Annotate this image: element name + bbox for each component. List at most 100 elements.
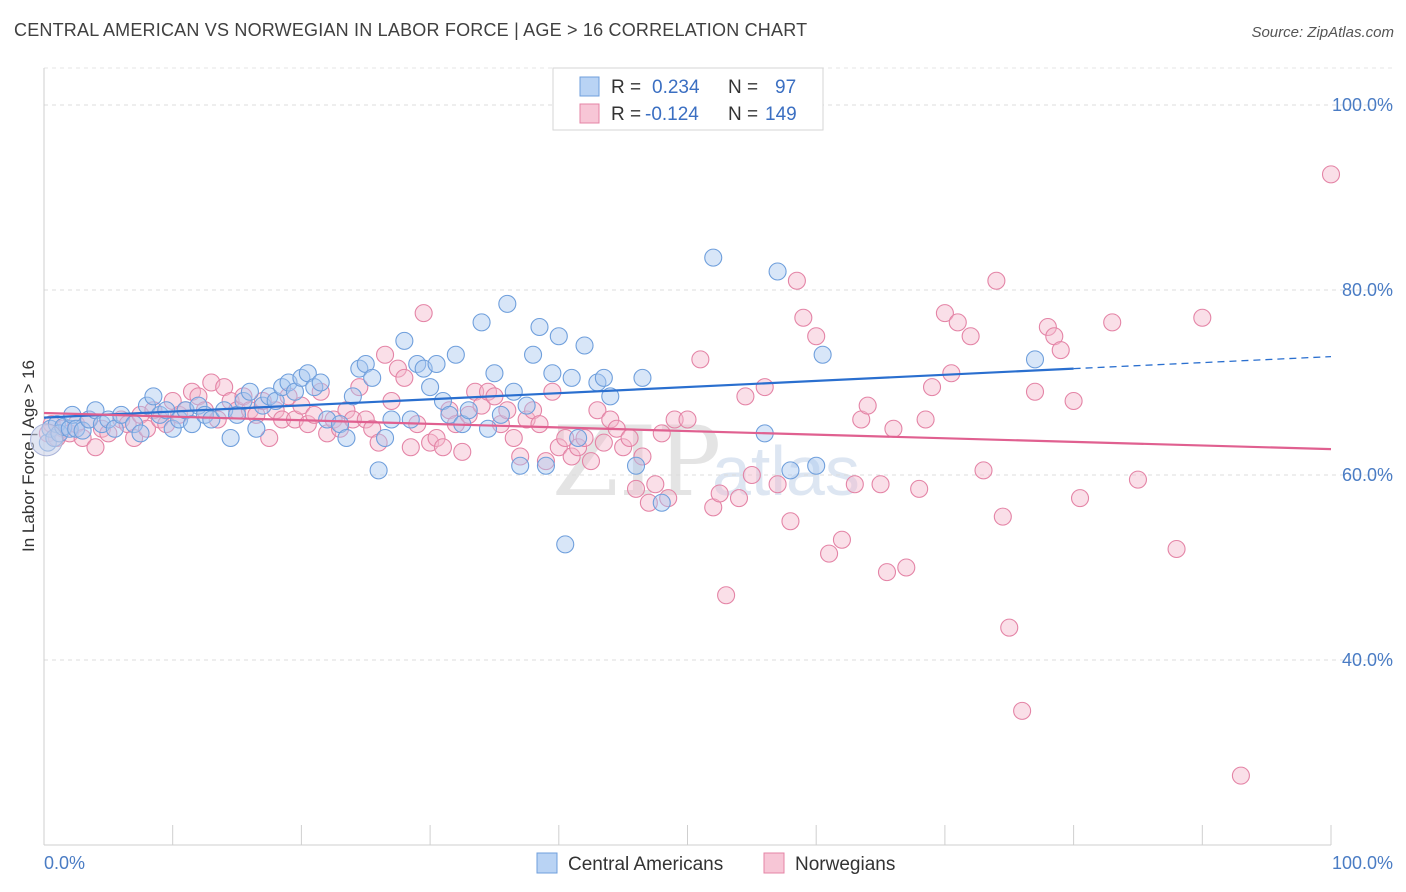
point-central-americans-51 (363, 368, 382, 387)
point-norwegians-44 (324, 410, 343, 429)
point-central-americans-19 (144, 387, 163, 406)
point-norwegians-106 (755, 378, 774, 397)
point-norwegians-89 (614, 438, 633, 457)
point-norwegians-97 (665, 410, 684, 429)
point-central-americans-59 (421, 378, 440, 397)
point-central-americans-74 (524, 345, 543, 364)
point-central-americans-43 (305, 378, 324, 397)
point-norwegians-76 (530, 415, 549, 434)
point-norwegians-120 (897, 558, 916, 577)
point-central-americans-9 (73, 421, 92, 440)
y-tick-label-100: 100.0% (1332, 95, 1393, 115)
point-norwegians-56 (401, 438, 420, 457)
trend-line-norwegians (43, 411, 1332, 451)
point-central-americans-28 (202, 410, 221, 429)
chart-source: Source: ZipAtlas.com (1251, 24, 1394, 41)
point-central-americans-32 (234, 391, 253, 411)
point-norwegians-73 (511, 447, 530, 466)
legend-swatch-norwegians (579, 103, 600, 124)
point-norwegians-54 (388, 359, 407, 378)
point-norwegians-33 (253, 391, 272, 411)
series-label-central-americans: Central Americans (568, 854, 723, 875)
point-norwegians-118 (877, 563, 897, 582)
point-norwegians-65 (459, 405, 478, 424)
legend-r-label-2: R = (611, 104, 641, 125)
point-norwegians-143 (1231, 766, 1250, 785)
point-central-americans-75 (530, 317, 549, 337)
trend-line-extension-central-americans (1073, 355, 1332, 370)
series-swatch-central-americans (536, 852, 558, 874)
point-central-americans-82 (575, 336, 594, 355)
point-norwegians-130 (993, 507, 1012, 526)
point-norwegians-72 (504, 428, 523, 448)
point-norwegians-79 (549, 438, 568, 457)
point-central-americans-85 (601, 387, 620, 406)
series-label-norwegians: Norwegians (795, 854, 895, 875)
point-norwegians-139 (1103, 313, 1122, 332)
point-norwegians-71 (498, 401, 517, 420)
point-central-americans-57 (408, 354, 427, 374)
point-norwegians-107 (768, 475, 787, 494)
point-central-americans-22 (163, 419, 182, 438)
point-norwegians-111 (807, 327, 826, 346)
point-norwegians-61 (433, 438, 453, 457)
point-norwegians-34 (260, 428, 279, 448)
point-central-americans-69 (491, 405, 510, 424)
point-norwegians-119 (884, 419, 903, 438)
point-norwegians-144 (1321, 165, 1341, 184)
point-norwegians-133 (1025, 382, 1045, 401)
point-central-americans-18 (137, 396, 157, 415)
y-tick-labels: 40.0% 60.0% 80.0% 100.0% (1332, 95, 1393, 670)
point-central-americans-63 (446, 345, 465, 364)
point-norwegians-95 (652, 424, 671, 443)
point-norwegians-109 (787, 271, 806, 290)
watermark: ZIP atlas (552, 406, 860, 518)
point-norwegians-78 (543, 382, 562, 401)
point-norwegians-82 (569, 438, 588, 457)
point-central-americans-70 (498, 294, 517, 313)
point-central-americans-49 (350, 359, 369, 378)
watermark-atlas: atlas (712, 432, 860, 510)
legend-r-label-1: R = (611, 77, 641, 98)
point-central-americans-89 (704, 248, 723, 267)
point-norwegians-102 (717, 586, 736, 605)
legend-n-value-2: 149 (765, 104, 797, 125)
point-central-americans-20 (150, 405, 169, 424)
series-legend: Central Americans Norwegians (536, 852, 895, 875)
point-norwegians-110 (794, 308, 813, 327)
point-norwegians-113 (832, 530, 851, 549)
point-central-americans-76 (536, 456, 555, 475)
point-central-americans-67 (478, 419, 498, 438)
point-norwegians-86 (594, 433, 613, 452)
point-norwegians-122 (916, 410, 935, 429)
point-norwegians-91 (626, 479, 646, 498)
point-norwegians-16 (144, 401, 163, 420)
point-norwegians-42 (311, 382, 330, 401)
point-norwegians-80 (556, 428, 575, 448)
point-norwegians-134 (1038, 317, 1057, 337)
point-norwegians-117 (871, 475, 890, 494)
point-norwegians-52 (376, 345, 395, 364)
legend-n-value-1: 97 (775, 77, 796, 98)
point-norwegians-104 (736, 387, 755, 406)
point-central-americans-79 (556, 535, 575, 554)
point-central-americans-52 (369, 461, 388, 480)
point-central-americans-17 (131, 424, 150, 443)
point-norwegians-132 (1013, 701, 1032, 720)
point-norwegians-93 (639, 493, 658, 512)
point-central-americans-54 (382, 410, 401, 429)
legend-swatch-central-americans (579, 76, 600, 97)
point-central-americans-34 (247, 419, 266, 438)
y-tick-label-60: 60.0% (1342, 465, 1393, 485)
point-central-americans-73 (517, 396, 536, 415)
point-norwegians-123 (922, 378, 942, 397)
point-central-americans-47 (337, 428, 356, 448)
point-norwegians-141 (1167, 539, 1186, 559)
point-norwegians-105 (742, 465, 761, 485)
x-tick-label-min: 0.0% (44, 853, 85, 873)
point-central-americans-71 (504, 382, 523, 401)
point-norwegians-98 (678, 410, 697, 429)
point-norwegians-116 (858, 396, 877, 415)
gridlines (44, 67, 1393, 661)
point-central-americans-8 (67, 419, 86, 438)
